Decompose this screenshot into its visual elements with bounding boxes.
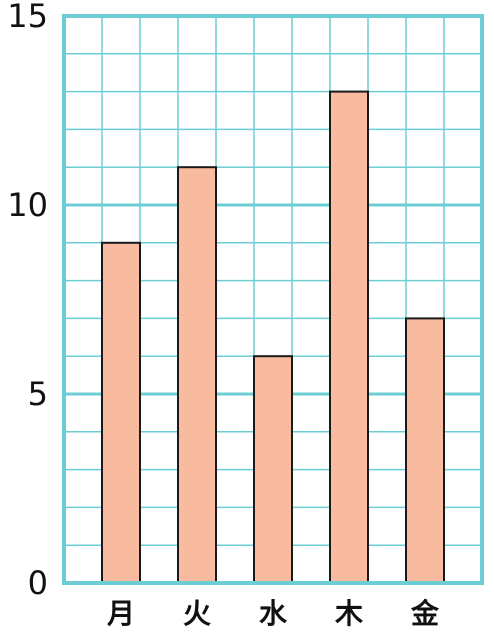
y-tick-label-15: 15 bbox=[7, 0, 48, 35]
bar-4 bbox=[405, 317, 445, 584]
y-tick-label-5: 5 bbox=[28, 375, 48, 413]
x-category-label-wed: 水 bbox=[259, 597, 288, 630]
bar-3 bbox=[329, 90, 369, 584]
x-category-label-thu: 木 bbox=[334, 597, 363, 630]
y-tick-label-10: 10 bbox=[7, 186, 48, 224]
plot-border bbox=[62, 14, 484, 585]
bar-1 bbox=[177, 166, 217, 584]
plot-frame bbox=[62, 14, 484, 585]
bar-2 bbox=[253, 355, 293, 585]
x-axis: 月 火 水 木 金 bbox=[106, 597, 440, 630]
x-category-label-mon: 月 bbox=[106, 597, 135, 630]
x-category-label-tue: 火 bbox=[183, 597, 211, 630]
bars bbox=[101, 90, 445, 585]
y-tick-label-0: 0 bbox=[28, 564, 48, 602]
y-axis: 0 5 10 15 bbox=[7, 0, 48, 602]
bar-0 bbox=[101, 241, 141, 585]
x-category-label-fri: 金 bbox=[410, 597, 440, 630]
